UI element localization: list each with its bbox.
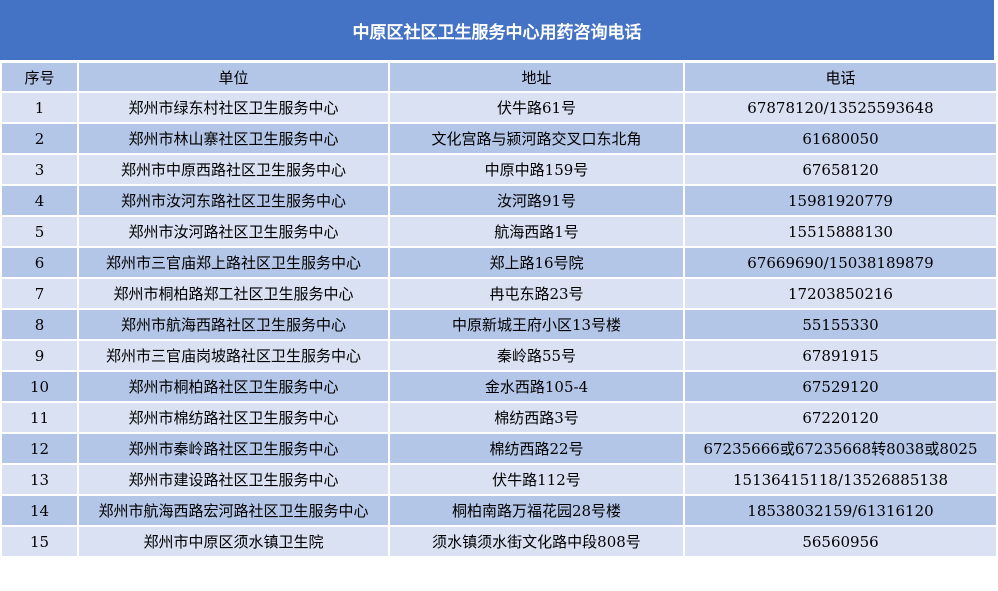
- table-row: 5 郑州市汝河路社区卫生服务中心 航海西路1号 15515888130: [0, 215, 998, 248]
- cell-unit: 郑州市三官庙岗坡路社区卫生服务中心: [77, 339, 390, 372]
- cell-unit: 郑州市棉纺路社区卫生服务中心: [77, 401, 390, 434]
- cell-phone: 67891915: [683, 339, 998, 372]
- cell-address: 秦岭路55号: [388, 339, 685, 372]
- cell-unit: 郑州市秦岭路社区卫生服务中心: [77, 432, 390, 465]
- cell-index: 7: [0, 277, 79, 310]
- cell-index: 11: [0, 401, 79, 434]
- cell-phone: 15136415118/13526885138: [683, 463, 998, 496]
- cell-address: 棉纺西路3号: [388, 401, 685, 434]
- cell-address: 金水西路105-4: [388, 370, 685, 403]
- table-row: 7 郑州市桐柏路郑工社区卫生服务中心 冉屯东路23号 17203850216: [0, 277, 998, 310]
- cell-address: 中原新城王府小区13号楼: [388, 308, 685, 341]
- cell-index: 8: [0, 308, 79, 341]
- cell-address: 桐柏南路万福花园28号楼: [388, 494, 685, 527]
- contact-table: 序号 单位 地址 电话 1 郑州市绿东村社区卫生服务中心 伏牛路61号 6787812…: [0, 61, 998, 558]
- cell-phone: 18538032159/61316120: [683, 494, 998, 527]
- table-row: 13 郑州市建设路社区卫生服务中心 伏牛路112号 15136415118/13526…: [0, 463, 998, 496]
- table-row: 1 郑州市绿东村社区卫生服务中心 伏牛路61号 67878120/1352559364…: [0, 91, 998, 124]
- cell-address: 棉纺西路22号: [388, 432, 685, 465]
- table-title: 中原区社区卫生服务中心用药咨询电话: [0, 0, 994, 60]
- cell-index: 9: [0, 339, 79, 372]
- cell-unit: 郑州市桐柏路郑工社区卫生服务中心: [77, 277, 390, 310]
- cell-phone: 67669690/15038189879: [683, 246, 998, 279]
- cell-unit: 郑州市建设路社区卫生服务中心: [77, 463, 390, 496]
- cell-phone: 15515888130: [683, 215, 998, 248]
- cell-index: 10: [0, 370, 79, 403]
- table-row: 10 郑州市桐柏路社区卫生服务中心 金水西路105-4 67529120: [0, 370, 998, 403]
- header-address: 地址: [388, 61, 685, 93]
- cell-address: 伏牛路112号: [388, 463, 685, 496]
- cell-index: 1: [0, 91, 79, 124]
- cell-unit: 郑州市桐柏路社区卫生服务中心: [77, 370, 390, 403]
- cell-unit: 郑州市航海西路宏河路社区卫生服务中心: [77, 494, 390, 527]
- cell-phone: 55155330: [683, 308, 998, 341]
- cell-index: 14: [0, 494, 79, 527]
- cell-index: 15: [0, 525, 79, 558]
- header-unit: 单位: [77, 61, 390, 93]
- cell-unit: 郑州市汝河路社区卫生服务中心: [77, 215, 390, 248]
- cell-phone: 61680050: [683, 122, 998, 155]
- cell-address: 航海西路1号: [388, 215, 685, 248]
- cell-index: 3: [0, 153, 79, 186]
- cell-address: 伏牛路61号: [388, 91, 685, 124]
- cell-unit: 郑州市三官庙郑上路社区卫生服务中心: [77, 246, 390, 279]
- cell-phone: 15981920779: [683, 184, 998, 217]
- cell-index: 13: [0, 463, 79, 496]
- table-row: 15 郑州市中原区须水镇卫生院 须水镇须水街文化路中段808号 56560956: [0, 525, 998, 558]
- header-row: 序号 单位 地址 电话: [0, 61, 998, 93]
- cell-address: 冉屯东路23号: [388, 277, 685, 310]
- cell-address: 中原中路159号: [388, 153, 685, 186]
- table-row: 12 郑州市秦岭路社区卫生服务中心 棉纺西路22号 67235666或67235668…: [0, 432, 998, 465]
- cell-index: 12: [0, 432, 79, 465]
- table-row: 6 郑州市三官庙郑上路社区卫生服务中心 郑上路16号院 67669690/150381…: [0, 246, 998, 279]
- cell-phone: 17203850216: [683, 277, 998, 310]
- table-row: 9 郑州市三官庙岗坡路社区卫生服务中心 秦岭路55号 67891915: [0, 339, 998, 372]
- cell-phone: 67658120: [683, 153, 998, 186]
- cell-address: 郑上路16号院: [388, 246, 685, 279]
- cell-unit: 郑州市中原西路社区卫生服务中心: [77, 153, 390, 186]
- cell-address: 须水镇须水街文化路中段808号: [388, 525, 685, 558]
- cell-address: 文化宫路与颍河路交叉口东北角: [388, 122, 685, 155]
- cell-phone: 67878120/13525593648: [683, 91, 998, 124]
- table-row: 11 郑州市棉纺路社区卫生服务中心 棉纺西路3号 67220120: [0, 401, 998, 434]
- header-phone: 电话: [683, 61, 998, 93]
- table-row: 2 郑州市林山寨社区卫生服务中心 文化宫路与颍河路交叉口东北角 61680050: [0, 122, 998, 155]
- table-row: 14 郑州市航海西路宏河路社区卫生服务中心 桐柏南路万福花园28号楼 18538032…: [0, 494, 998, 527]
- cell-index: 4: [0, 184, 79, 217]
- table-row: 3 郑州市中原西路社区卫生服务中心 中原中路159号 67658120: [0, 153, 998, 186]
- cell-phone: 67220120: [683, 401, 998, 434]
- table-row: 4 郑州市汝河东路社区卫生服务中心 汝河路91号 15981920779: [0, 184, 998, 217]
- cell-phone: 67529120: [683, 370, 998, 403]
- cell-index: 2: [0, 122, 79, 155]
- header-index: 序号: [0, 61, 79, 93]
- cell-phone: 67235666或67235668转8038或8025: [683, 432, 998, 465]
- cell-phone: 56560956: [683, 525, 998, 558]
- cell-unit: 郑州市航海西路社区卫生服务中心: [77, 308, 390, 341]
- table-row: 8 郑州市航海西路社区卫生服务中心 中原新城王府小区13号楼 55155330: [0, 308, 998, 341]
- cell-address: 汝河路91号: [388, 184, 685, 217]
- cell-unit: 郑州市汝河东路社区卫生服务中心: [77, 184, 390, 217]
- cell-unit: 郑州市绿东村社区卫生服务中心: [77, 91, 390, 124]
- cell-unit: 郑州市林山寨社区卫生服务中心: [77, 122, 390, 155]
- cell-index: 6: [0, 246, 79, 279]
- cell-index: 5: [0, 215, 79, 248]
- cell-unit: 郑州市中原区须水镇卫生院: [77, 525, 390, 558]
